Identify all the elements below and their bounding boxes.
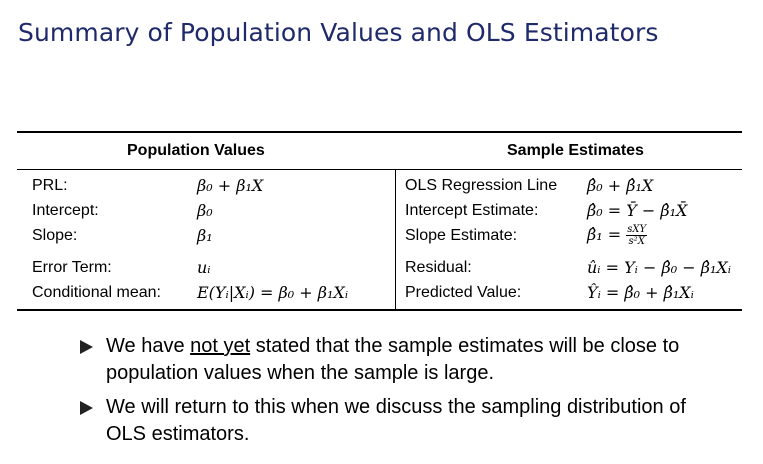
slope-fraction-denominator: s²X [628, 236, 645, 247]
row-label-slope-estimate: Slope Estimate: [405, 227, 518, 244]
row-label-slope: Slope: [32, 227, 78, 244]
row-label-intercept: Intercept: [32, 202, 99, 219]
triangle-bullet-icon [80, 340, 93, 354]
bullet-item: We will return to this when we discuss t… [80, 394, 720, 448]
row-value-slope-estimate: β̂₁ = sXY s²X [587, 224, 648, 247]
bullet-text: We will return to this when we discuss t… [106, 396, 686, 445]
row-label-conditional-mean: Conditional mean: [32, 284, 161, 301]
table-bottom-rule [17, 309, 742, 311]
row-value-slope: β₁ [197, 226, 213, 245]
row-value-intercept: β₀ [197, 201, 213, 220]
bullet-item: We have not yet stated that the sample e… [80, 333, 720, 387]
row-label-intercept-estimate: Intercept Estimate: [405, 202, 539, 219]
table-column-divider [395, 170, 396, 309]
row-value-conditional-mean: E(Yᵢ|Xᵢ) = β₀ + β₁Xᵢ [197, 283, 349, 302]
row-label-residual: Residual: [405, 259, 472, 276]
row-value-prl: β₀ + β₁X [197, 176, 264, 195]
table-header-rule [17, 169, 742, 170]
bullet-text-post: stated that the sample estimates will be… [106, 335, 680, 384]
row-label-ols-line: OLS Regression Line [405, 177, 558, 194]
header-sample-estimates: Sample Estimates [507, 142, 644, 159]
bullet-text-emphasis: not yet [190, 335, 251, 357]
row-value-error-term: uᵢ [197, 258, 211, 277]
bullet-list: We have not yet stated that the sample e… [80, 333, 720, 455]
bullet-text-pre: We have [106, 335, 191, 357]
slope-fraction-numerator: sXY [626, 224, 648, 236]
row-value-residual: ûᵢ = Yᵢ − β̂₀ − β̂₁Xᵢ [587, 258, 731, 277]
table-top-rule [17, 131, 742, 133]
row-label-predicted-value: Predicted Value: [405, 284, 522, 301]
summary-table: Population Values Sample Estimates PRL: … [17, 131, 742, 311]
row-value-predicted-value: Ŷᵢ = β̂₀ + β̂₁Xᵢ [587, 283, 694, 302]
row-value-ols-line: β̂₀ + β̂₁X [587, 176, 654, 195]
triangle-bullet-icon [80, 401, 93, 415]
row-value-intercept-estimate: β̂₀ = Ȳ − β̂₁X̄ [587, 201, 688, 220]
slope-estimate-fraction: sXY s²X [626, 224, 648, 247]
row-label-error-term: Error Term: [32, 259, 112, 276]
header-population-values: Population Values [127, 142, 265, 159]
slope-estimate-prefix: β̂₁ = [587, 225, 622, 244]
slide-title: Summary of Population Values and OLS Est… [18, 18, 659, 47]
row-label-prl: PRL: [32, 177, 68, 194]
